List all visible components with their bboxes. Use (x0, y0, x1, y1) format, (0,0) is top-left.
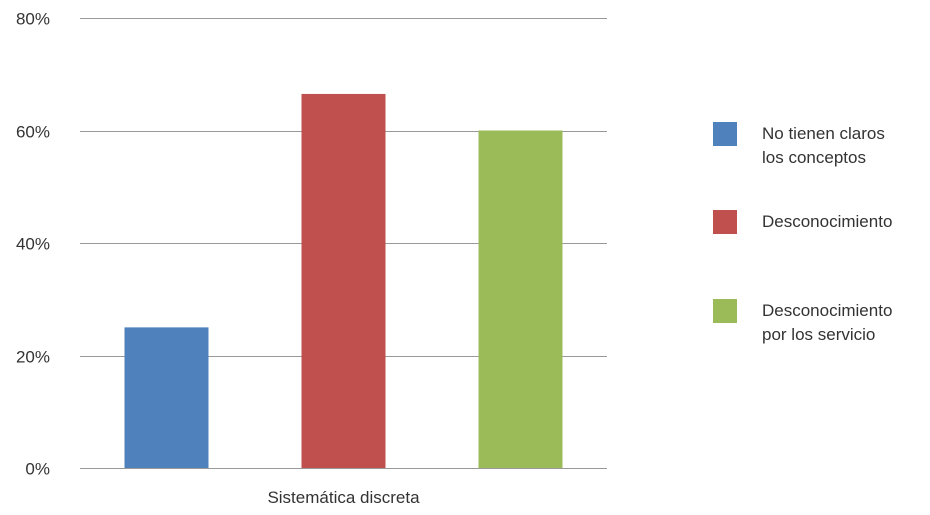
bar-series-1-0 (301, 93, 386, 468)
legend-swatch-2 (713, 299, 737, 323)
legend-label-1: Desconocimiento (762, 212, 892, 231)
x-axis-category-labels: Sistemática discreta (267, 488, 420, 507)
x-category-label: Sistemática discreta (267, 488, 420, 507)
legend-label-line: por los servicio (762, 325, 875, 344)
y-tick-label-20: 20% (16, 348, 50, 367)
legend-label-0: No tienen claros los conceptos (762, 124, 885, 167)
legend-label-line: los conceptos (762, 148, 866, 167)
legend-label-line: Desconocimiento (762, 301, 892, 320)
y-tick-label-0: 0% (25, 460, 50, 479)
legend-label-line: Desconocimiento (762, 212, 892, 231)
y-tick-label-40: 40% (16, 235, 50, 254)
bar-series-2-0 (478, 130, 563, 468)
legend-label-line: No tienen claros (762, 124, 885, 143)
legend-swatch-0 (713, 122, 737, 146)
legend: No tienen claros los conceptos Desconocimi… (713, 122, 892, 344)
bars (124, 93, 563, 468)
legend-swatch-1 (713, 210, 737, 234)
y-tick-label-60: 60% (16, 123, 50, 142)
y-axis-tick-labels: 0% 20% 40% 60% 80% (16, 10, 50, 479)
y-tick-label-80: 80% (16, 10, 50, 29)
bar-series-0-0 (124, 327, 209, 468)
legend-label-2: Desconocimiento por los servicio (762, 301, 892, 344)
